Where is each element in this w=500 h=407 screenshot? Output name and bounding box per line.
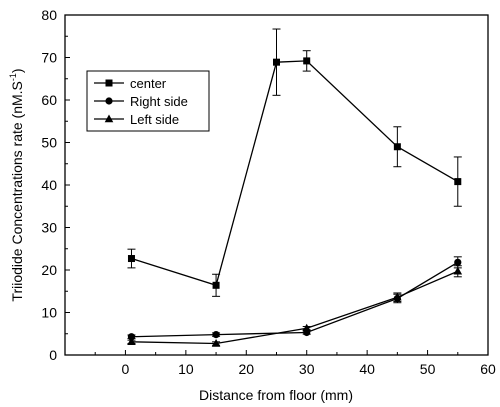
legend-label: Right side xyxy=(130,94,188,109)
y-axis: 0 10 20 30 40 50 60 70 80 xyxy=(41,7,70,363)
y-axis-label-superscript: -1 xyxy=(8,73,18,81)
y-tick-label: 60 xyxy=(41,92,57,108)
series-layer xyxy=(127,28,463,347)
x-axis: 0 10 20 30 40 50 60 xyxy=(94,350,496,377)
legend-marker xyxy=(104,114,114,123)
x-tick-label: 30 xyxy=(299,361,315,377)
data-point xyxy=(453,266,463,275)
data-point xyxy=(211,339,221,347)
y-axis-label-close: ) xyxy=(9,68,25,73)
data-point xyxy=(454,178,462,186)
x-tick-label: 20 xyxy=(238,361,254,377)
x-tick-label: 40 xyxy=(359,361,375,377)
series-line xyxy=(131,60,459,287)
series-right-side xyxy=(127,256,462,341)
legend-label: Left side xyxy=(130,112,179,127)
data-point xyxy=(273,58,280,66)
data-point xyxy=(302,323,312,332)
legend-label: center xyxy=(130,76,167,91)
x-tick-label: 50 xyxy=(420,361,436,377)
series-center xyxy=(127,28,462,297)
x-tick-label: 0 xyxy=(122,361,130,377)
legend-marker xyxy=(105,79,113,87)
y-tick-label: 20 xyxy=(41,262,57,278)
data-point xyxy=(127,333,136,341)
data-point xyxy=(127,255,135,263)
data-point xyxy=(393,143,401,151)
y-tick-label: 50 xyxy=(41,135,57,151)
y-tick-label: 40 xyxy=(41,177,57,193)
y-tick-label: 80 xyxy=(41,7,57,23)
data-point xyxy=(454,258,462,266)
data-point xyxy=(127,337,136,346)
data-point xyxy=(212,331,220,339)
x-tick-label: 60 xyxy=(480,361,496,377)
y-tick-label: 70 xyxy=(41,50,57,66)
data-point xyxy=(393,292,402,301)
y-tick-label: 10 xyxy=(41,305,57,321)
y-axis-label-main: Triiodide Concentrations rate (nM.S xyxy=(9,81,25,301)
data-point xyxy=(303,57,311,65)
legend: center Right side Left side xyxy=(86,70,210,132)
y-tick-label: 30 xyxy=(41,220,57,236)
y-axis-label: Triiodide Concentrations rate (nM.S-1) xyxy=(8,68,25,301)
data-point xyxy=(212,281,220,289)
legend-marker xyxy=(105,97,113,105)
series-left-side xyxy=(127,265,463,347)
x-tick-label: 10 xyxy=(178,361,194,377)
x-axis-label: Distance from floor (mm) xyxy=(199,387,353,403)
y-tick-label: 0 xyxy=(49,347,57,363)
